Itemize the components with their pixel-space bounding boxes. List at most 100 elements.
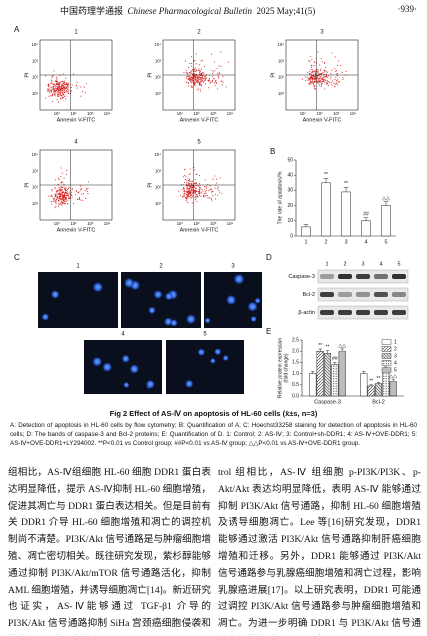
legend-label: 2 xyxy=(394,346,397,352)
scatter-dot xyxy=(68,92,70,94)
scatter-dot xyxy=(202,72,204,74)
y-tick-label: 30 xyxy=(287,188,293,194)
scatter-dot xyxy=(191,195,193,197)
scatter-dot xyxy=(186,194,188,197)
scatter-dot xyxy=(191,56,193,58)
scatter-dot xyxy=(196,190,198,193)
scatter-dot xyxy=(51,190,53,192)
scatter-dot xyxy=(48,195,50,197)
blot-band xyxy=(356,292,370,297)
bar xyxy=(360,373,368,397)
scatter-dot xyxy=(80,86,82,88)
scatter-dot xyxy=(204,194,206,196)
scatter-dot xyxy=(187,82,189,84)
scatter-dot xyxy=(55,92,57,94)
panel-label: B xyxy=(270,147,275,156)
scatter-dot xyxy=(198,191,200,193)
image-number: 2 xyxy=(159,264,163,270)
scatter-dot xyxy=(203,195,205,198)
scatter-dot xyxy=(324,76,326,78)
scatter-dot xyxy=(51,194,53,196)
scatter-dot xyxy=(56,198,58,200)
scatter-dot xyxy=(313,83,315,85)
scatter-dot xyxy=(58,95,60,97)
scatter-dot xyxy=(64,189,66,191)
micrograph xyxy=(166,340,244,394)
scatter-dot xyxy=(50,91,53,93)
scatter-dot xyxy=(56,76,58,78)
scatter-dot xyxy=(189,78,191,80)
scatter-dot xyxy=(212,75,214,77)
x-tick-label: 10⁴ xyxy=(227,111,234,116)
y-tick-label: 10² xyxy=(155,185,162,190)
x-tick-label: 10¹ xyxy=(54,221,61,226)
scatter-dot xyxy=(198,79,200,81)
scatter-dot xyxy=(323,79,325,82)
scatter-dot xyxy=(58,189,60,191)
y-tick-label: 10³ xyxy=(32,58,39,63)
scatter-dot xyxy=(186,76,188,78)
scatter-dot xyxy=(64,98,66,100)
scatter-dot xyxy=(61,201,63,203)
scatter-dot xyxy=(188,173,190,176)
scatter-dot xyxy=(50,89,53,91)
scatter-dot xyxy=(311,76,313,78)
scatter-dot xyxy=(212,195,214,197)
scatter-dot xyxy=(57,93,59,95)
scatter-dot xyxy=(199,78,201,80)
blot-row-label: Bcl-2 xyxy=(302,292,315,298)
scatter-dot xyxy=(191,192,194,194)
scatter-dot xyxy=(80,185,82,187)
scatter-dot xyxy=(67,203,69,205)
scatter-dot xyxy=(64,194,66,196)
scatter-dot xyxy=(221,84,223,86)
scatter-dot xyxy=(311,77,314,80)
scatter-dot xyxy=(217,188,219,190)
scatter-dot xyxy=(320,77,322,79)
scatter-dot xyxy=(310,80,312,82)
scatter-dot xyxy=(187,188,189,190)
scatter-dot xyxy=(194,80,196,82)
blot-row-label: Caspase-3 xyxy=(288,274,315,280)
scatter-dot xyxy=(336,72,338,74)
scatter-dot xyxy=(65,82,67,84)
scatter-dot xyxy=(227,61,229,63)
scatter-dot xyxy=(331,52,333,54)
scatter-dot xyxy=(191,65,193,67)
scatter-dot xyxy=(190,195,192,197)
x-tick-label: 1 xyxy=(304,239,307,245)
scatter-dot xyxy=(63,82,65,84)
significance-mark: ** xyxy=(344,181,348,187)
scatter-dot xyxy=(54,95,56,97)
issue: 2025 May;41(5) xyxy=(256,6,316,16)
scatter-dot xyxy=(68,194,70,196)
scatter-dot xyxy=(54,93,56,95)
scatter-dot xyxy=(52,100,54,102)
scatter-dot xyxy=(189,62,191,64)
scatter-dot xyxy=(54,88,56,90)
scatter-dot xyxy=(330,76,332,78)
scatter-dot xyxy=(184,60,186,62)
blot-band xyxy=(392,310,406,315)
scatter-dot xyxy=(318,81,320,83)
significance-mark: △△ xyxy=(389,373,397,379)
scatter-dot xyxy=(62,96,64,99)
scatter-dot xyxy=(189,172,191,174)
scatter-dot xyxy=(50,195,52,197)
x-tick-label: 10¹ xyxy=(177,111,184,116)
scatter-dot xyxy=(87,190,89,192)
blot-band xyxy=(320,310,334,315)
scatter-dot xyxy=(56,78,58,80)
scatter-dot xyxy=(321,83,323,85)
scatter-dot xyxy=(199,69,201,72)
scatter-dot xyxy=(66,87,68,89)
scatter-dot xyxy=(58,202,60,204)
scatter-dot xyxy=(71,194,73,197)
scatter-dot xyxy=(187,196,189,198)
scatter-dot xyxy=(186,185,188,187)
scatter-dot xyxy=(194,197,196,199)
scatter-dot xyxy=(68,192,70,194)
scatter-dot xyxy=(314,72,316,74)
y-tick-label: 2.0 xyxy=(292,349,299,355)
scatter-dot xyxy=(191,62,193,65)
